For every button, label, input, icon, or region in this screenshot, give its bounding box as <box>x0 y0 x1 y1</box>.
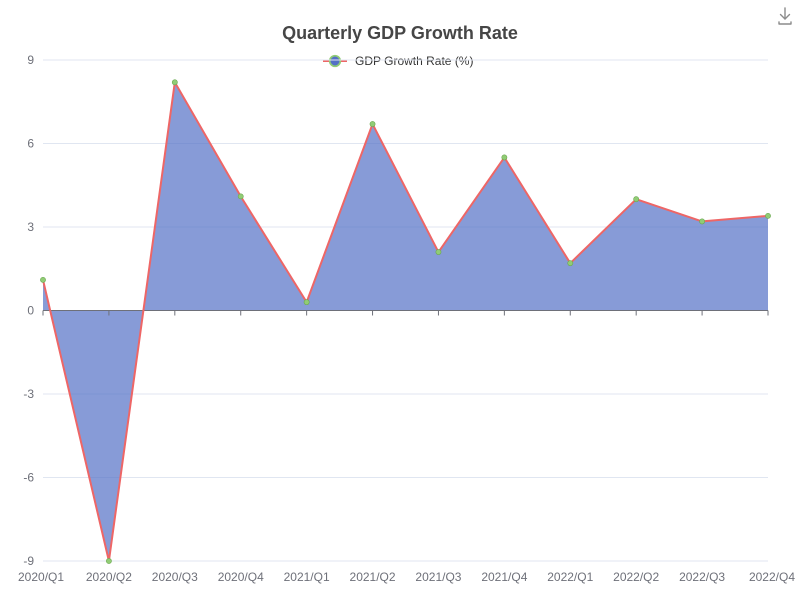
series-line <box>42 81 769 562</box>
download-icon <box>778 7 792 25</box>
x-tick-label: 2021/Q4 <box>481 570 527 584</box>
area-fill <box>43 82 768 562</box>
data-point[interactable] <box>567 260 574 267</box>
legend[interactable]: GDP Growth Rate (%) <box>323 54 473 68</box>
data-point[interactable] <box>237 193 244 200</box>
data-point[interactable] <box>501 154 508 161</box>
y-tick-label: -3 <box>23 387 34 401</box>
data-point[interactable] <box>765 212 771 219</box>
data-point[interactable] <box>369 121 376 127</box>
x-tick-label: 2022/Q3 <box>679 570 725 584</box>
data-point[interactable] <box>303 299 310 306</box>
data-point[interactable] <box>40 276 46 283</box>
x-tick-label: 2020/Q3 <box>152 570 198 584</box>
data-point[interactable] <box>699 218 705 225</box>
x-axis-labels: 2020/Q1 2020/Q2 2020/Q3 2020/Q4 2021/Q1 2021/… <box>18 570 795 584</box>
x-tick-label: 2022/Q4 <box>749 570 795 584</box>
y-tick-label: 6 <box>27 137 34 151</box>
x-tick-label: 2020/Q2 <box>86 570 132 584</box>
line-layer <box>42 81 769 562</box>
x-axis <box>42 310 769 316</box>
y-tick-label: 9 <box>27 53 34 67</box>
y-axis-labels: -9 -6 -3 0 3 6 9 <box>23 53 34 568</box>
x-tick-label: 2021/Q3 <box>415 570 461 584</box>
y-tick-label: 3 <box>27 220 34 234</box>
data-point[interactable] <box>106 558 112 564</box>
x-tick-label: 2022/Q1 <box>547 570 593 584</box>
y-tick-label: -6 <box>23 471 34 485</box>
legend-marker <box>328 54 342 68</box>
x-tick-label: 2020/Q1 <box>18 570 64 584</box>
x-tick-label: 2022/Q2 <box>613 570 659 584</box>
data-point[interactable] <box>171 79 178 86</box>
legend-label: GDP Growth Rate (%) <box>355 54 473 68</box>
data-points[interactable] <box>40 79 771 564</box>
x-tick-label: 2021/Q2 <box>350 570 396 584</box>
download-button[interactable] <box>772 2 798 30</box>
data-point[interactable] <box>435 249 442 255</box>
area-layer <box>43 82 768 562</box>
chart-title: Quarterly GDP Growth Rate <box>282 23 518 43</box>
x-tick-label: 2020/Q4 <box>218 570 264 584</box>
y-tick-label: 0 <box>27 304 34 318</box>
data-point[interactable] <box>633 196 640 203</box>
y-tick-label: -9 <box>23 554 34 568</box>
x-tick-label: 2021/Q1 <box>284 570 330 584</box>
